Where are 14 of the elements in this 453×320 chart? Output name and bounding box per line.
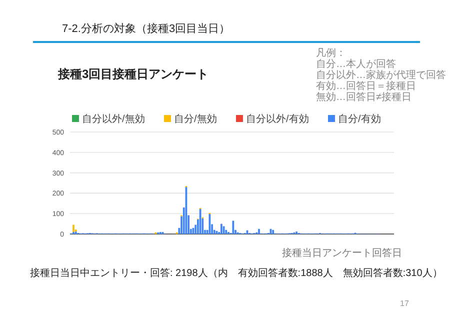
text: 無効…回答日≠接種日 [316,91,412,103]
legend-label: 自分以外/有効 [246,113,309,125]
text: 17 [400,299,410,308]
text: 自分以外…家族が代理で回答 [316,69,446,81]
text: 自分…本人が回答 [316,58,396,70]
chart-title: 7-2.分析の対象（接種3回目当日） [62,22,230,35]
legend-label: 自分/有効 [338,113,381,125]
text: 接種日当日中エントリー・回答: 2198人（内 有効回答者数:1888人 無効回答者数:310人） [30,267,442,279]
text: 凡例： [316,48,346,59]
legend-label: 自分以外/無効 [82,113,145,125]
chart-subtitle: 接種3回目接種日アンケート [57,67,209,81]
x-axis-title: 接種当日アンケート回答日 [282,247,402,259]
legend-label: 自分/無効 [174,113,217,125]
text: 有効…回答日＝接種日 [316,80,416,92]
